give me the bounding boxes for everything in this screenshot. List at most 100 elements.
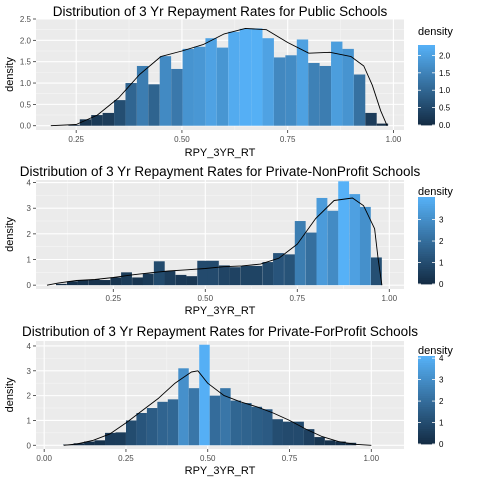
histogram-bar [208, 261, 219, 285]
histogram-bar [110, 277, 121, 285]
x-axis-title: RPY_3YR_RT [185, 147, 256, 159]
legend: density 0.0 0.5 1.0 1.5 2.0 [418, 26, 453, 130]
histogram-bar [165, 271, 176, 285]
legend: density0123 [418, 186, 453, 289]
legend-tick-label: 2 [439, 397, 444, 406]
histogram-bar [295, 221, 306, 285]
histogram-bar [143, 274, 154, 286]
histogram-bar [89, 280, 100, 286]
histogram-bar [114, 100, 125, 126]
x-tick-label: 0.00 [36, 454, 52, 463]
x-tick-label: 0.75 [282, 454, 298, 463]
histogram-bar [186, 276, 197, 285]
histogram-bar [228, 32, 239, 126]
histogram-bar [103, 113, 114, 126]
histogram-bar [325, 440, 335, 445]
histogram-bar [160, 56, 171, 126]
legend-title: density [418, 186, 453, 198]
histogram-bar [328, 211, 339, 285]
legend-colorbar-segment [418, 197, 435, 200]
legend-title: density [418, 26, 453, 38]
legend-tick-label: 3 [439, 216, 444, 225]
histogram-bar [171, 69, 182, 126]
histogram-bar [274, 57, 285, 125]
histogram-bar [137, 66, 148, 126]
histogram-bar [317, 198, 328, 285]
histogram-bar [132, 277, 143, 285]
histogram-bar [56, 284, 67, 285]
histogram-bar [168, 399, 178, 445]
legend-tick-label: 0.0 [439, 121, 451, 130]
histogram-bar [240, 29, 251, 126]
y-tick-label: 0.5 [20, 100, 32, 109]
x-tick-label: 0.25 [105, 294, 121, 303]
y-tick-label: 3 [27, 367, 32, 376]
legend-tick-label: 1.0 [439, 86, 451, 95]
histogram-bar [241, 266, 252, 285]
histogram-bar [262, 409, 272, 445]
y-axis-title: density [4, 217, 16, 252]
histogram-bar [176, 275, 187, 285]
y-tick-label: 1 [27, 256, 32, 265]
legend: density01234 [418, 345, 453, 449]
histogram-bar [284, 254, 295, 285]
histogram-bar [304, 429, 314, 445]
y-tick-label: 4 [27, 179, 32, 188]
histogram-bar [105, 433, 115, 445]
histogram-bar [338, 181, 349, 285]
legend-tick-label: 0.5 [439, 104, 451, 113]
histogram-bar [349, 194, 360, 285]
x-tick-label: 0.25 [68, 135, 84, 144]
histogram-bar [205, 38, 216, 126]
histogram-bar [262, 262, 273, 285]
legend-tick-label: 2.0 [439, 51, 451, 60]
histogram-bar [219, 265, 230, 285]
chart-panel-2: Distribution of 3 Yr Repayment Rates for… [4, 164, 453, 317]
histogram-bar [115, 432, 125, 445]
y-tick-label: 4 [27, 342, 32, 351]
chart-title: Distribution of 3 Yr Repayment Rates for… [53, 4, 388, 19]
histogram-bar [121, 272, 132, 285]
y-tick-label: 0 [27, 441, 32, 450]
histogram-bar [285, 55, 296, 125]
histogram-bar [251, 28, 262, 125]
histogram-bar [365, 113, 376, 126]
histogram-bar [342, 49, 353, 126]
histogram-bar [231, 401, 241, 446]
histogram-bar [189, 388, 199, 445]
histogram-bar [154, 261, 165, 285]
y-tick-label: 1.0 [20, 79, 32, 88]
x-tick-label: 1.00 [363, 454, 379, 463]
histogram-bar [308, 63, 319, 126]
histogram-bar [99, 280, 110, 285]
chart-title: Distribution of 3 Yr Repayment Rates for… [20, 164, 421, 179]
legend-colorbar-segment [418, 45, 435, 47]
x-axis-title: RPY_3YR_RT [185, 465, 256, 477]
chart-panel-3: Distribution of 3 Yr Repayment Rates for… [4, 324, 453, 477]
histogram-bar [157, 402, 167, 445]
histogram-bar [354, 75, 365, 126]
histogram-bar [314, 437, 324, 445]
x-tick-label: 1.00 [381, 294, 397, 303]
histogram-bar [210, 396, 220, 446]
legend-tick-label: 2 [439, 237, 444, 246]
y-tick-label: 3 [27, 204, 32, 213]
histogram-bar [136, 413, 146, 445]
y-tick-label: 1 [27, 416, 32, 425]
histogram-bar [95, 440, 105, 445]
histogram-bar [360, 207, 371, 285]
histogram-bar [148, 84, 159, 125]
y-tick-label: 2.0 [20, 36, 32, 45]
legend-tick-label: 0 [439, 280, 444, 289]
histogram-bar [147, 408, 157, 445]
histogram-bar [273, 419, 283, 445]
y-tick-label: 0 [27, 281, 32, 290]
histogram-bar [194, 47, 205, 126]
x-tick-label: 0.75 [280, 135, 296, 144]
x-tick-label: 0.50 [174, 135, 190, 144]
legend-tick-label: 4 [439, 354, 444, 363]
legend-tick-label: 0 [439, 440, 444, 449]
chart-title: Distribution of 3 Yr Repayment Rates for… [22, 324, 418, 339]
y-axis-title: density [4, 377, 16, 412]
